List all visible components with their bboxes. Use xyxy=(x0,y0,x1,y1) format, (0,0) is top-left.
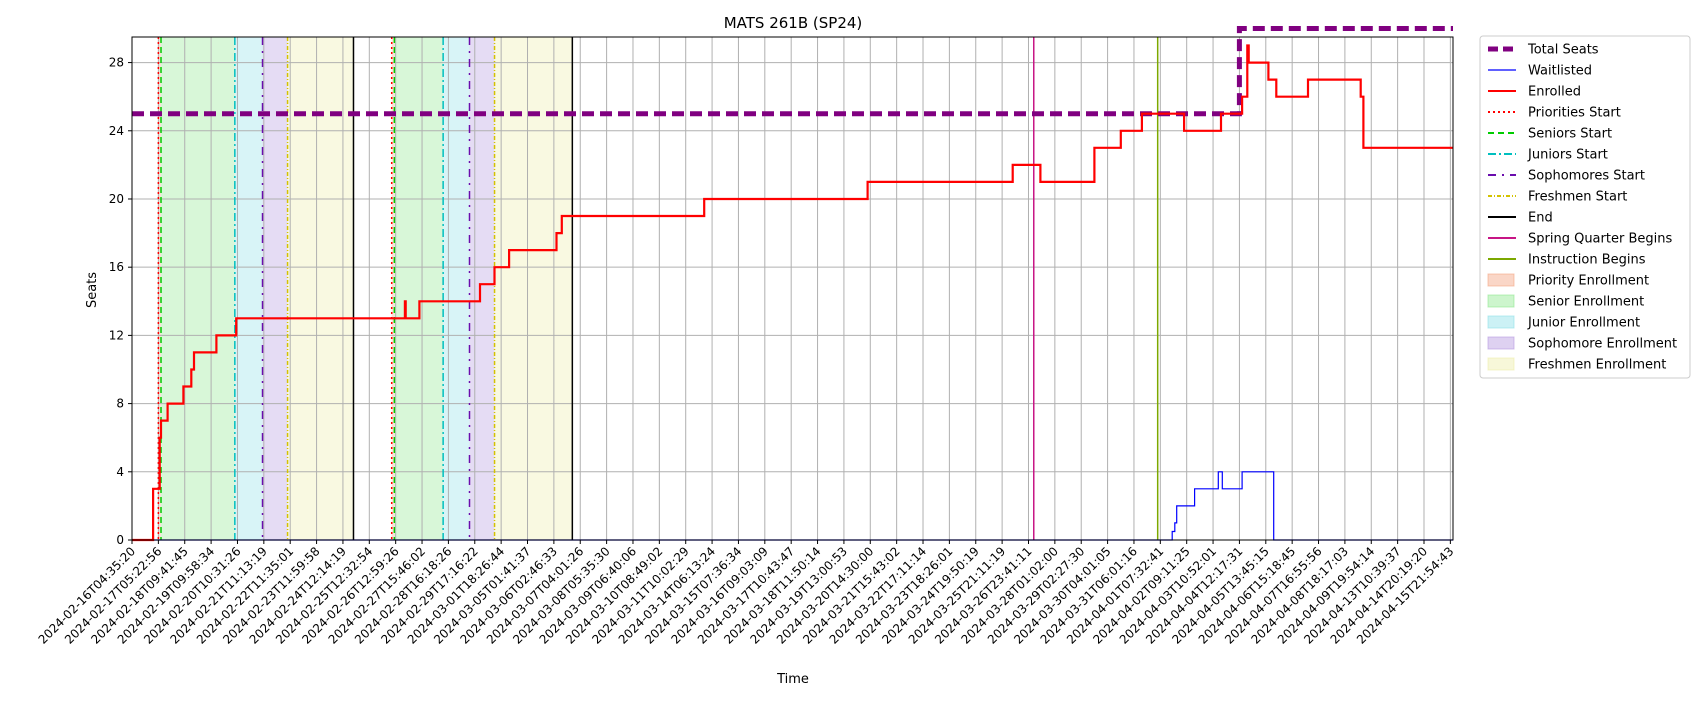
legend-swatch xyxy=(1487,315,1515,329)
series-enrolled xyxy=(132,44,1453,542)
span-junior-enrollment xyxy=(443,37,470,540)
legend: Total Seats Waitlisted Enrolled Priorities … xyxy=(1479,35,1691,379)
legend-label: Seniors Start xyxy=(1528,127,1612,142)
y-tick-label: 20 xyxy=(109,192,124,206)
y-tick-label: 12 xyxy=(109,328,124,342)
legend-swatch xyxy=(1487,273,1515,287)
y-tick-label: 24 xyxy=(109,124,124,138)
legend-label: Priority Enrollment xyxy=(1528,274,1649,289)
legend-swatch xyxy=(1487,357,1515,371)
span-junior-enrollment xyxy=(234,37,263,540)
legend-label: Freshmen Enrollment xyxy=(1528,358,1666,373)
y-tick-label: 8 xyxy=(116,397,124,411)
legend-label: Total Seats xyxy=(1527,43,1599,58)
span-sophomore-enrollment xyxy=(469,37,495,540)
y-tick-label: 16 xyxy=(109,260,124,274)
legend-label: Enrolled xyxy=(1528,85,1581,100)
y-tick-label: 4 xyxy=(116,465,124,479)
legend-label: Freshmen Start xyxy=(1528,190,1627,205)
legend-label: Sophomores Start xyxy=(1528,169,1645,184)
span-priority-enrollment xyxy=(158,37,162,540)
legend-label: Senior Enrollment xyxy=(1528,295,1644,310)
y-tick-label: 28 xyxy=(109,56,124,70)
chart-title: MATS 261B (SP24) xyxy=(724,14,863,32)
legend-label: Junior Enrollment xyxy=(1527,316,1640,331)
y-axis-label: Seats xyxy=(85,272,100,308)
legend-label: Instruction Begins xyxy=(1528,253,1646,268)
span-freshmen-enrollment xyxy=(494,37,573,540)
legend-label: Sophomore Enrollment xyxy=(1528,337,1677,352)
series-layer xyxy=(132,26,1453,542)
span-senior-enrollment xyxy=(394,37,444,540)
y-axis: 0 4 8 12 16 20 24 28 xyxy=(109,56,132,547)
spans-layer xyxy=(158,37,573,540)
legend-label: Waitlisted xyxy=(1528,64,1592,79)
span-priority-enrollment xyxy=(391,37,395,540)
y-tick-label: 0 xyxy=(116,533,124,547)
legend-label: Priorities Start xyxy=(1528,106,1621,121)
span-senior-enrollment xyxy=(161,37,235,540)
span-sophomore-enrollment xyxy=(262,37,288,540)
legend-label: End xyxy=(1528,211,1553,226)
plot-frame xyxy=(131,36,1454,541)
series-total-seats xyxy=(132,26,1453,117)
series-waitlisted xyxy=(132,471,1453,541)
legend-swatch xyxy=(1487,294,1515,308)
legend-label: Spring Quarter Begins xyxy=(1528,232,1672,247)
markers-layer xyxy=(157,37,1159,540)
x-axis-label: Time xyxy=(776,672,809,687)
legend-frame xyxy=(1479,35,1691,379)
legend-label: Juniors Start xyxy=(1527,148,1608,163)
x-axis: 2024-02-16T04:35:202024-02-17T05:22:5620… xyxy=(36,540,1456,647)
legend-swatch xyxy=(1487,336,1515,350)
